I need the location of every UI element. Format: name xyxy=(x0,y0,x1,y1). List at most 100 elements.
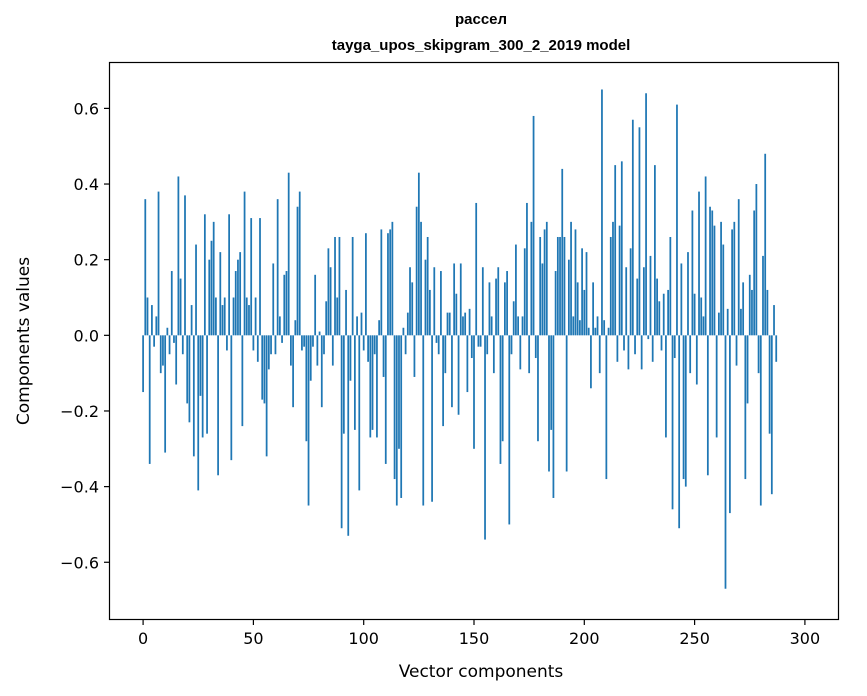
bar-237 xyxy=(665,335,667,438)
bar-61 xyxy=(276,199,279,336)
bar-183 xyxy=(545,221,548,336)
bar-266 xyxy=(729,335,731,514)
bar-50 xyxy=(252,335,255,351)
bar-11 xyxy=(166,327,169,336)
bar-4 xyxy=(151,305,153,336)
bar-236 xyxy=(662,293,665,336)
bar-134 xyxy=(437,335,440,355)
bar-17 xyxy=(179,278,182,336)
bar-108 xyxy=(380,229,383,336)
bar-113 xyxy=(391,221,394,336)
bar-163 xyxy=(501,335,504,442)
bar-253 xyxy=(700,297,703,336)
bar-209 xyxy=(603,320,606,336)
bar-54 xyxy=(261,335,264,400)
bar-208 xyxy=(601,89,603,336)
bar-186 xyxy=(552,335,555,498)
x-axis-label: Vector components xyxy=(399,662,564,682)
bar-154 xyxy=(481,267,484,336)
bar-119 xyxy=(404,335,407,355)
bar-218 xyxy=(623,335,625,351)
bar-264 xyxy=(724,335,727,589)
bar-285 xyxy=(770,335,773,495)
bar-252 xyxy=(698,191,700,336)
bar-6 xyxy=(155,316,158,336)
bar-117 xyxy=(400,335,403,498)
bar-1 xyxy=(144,199,147,336)
y-tick-label: 0.2 xyxy=(74,251,99,270)
bar-275 xyxy=(748,274,751,336)
bar-179 xyxy=(537,335,539,442)
bar-240 xyxy=(671,335,674,510)
bar-205 xyxy=(594,327,597,336)
bar-192 xyxy=(565,335,568,472)
bar-25 xyxy=(197,335,200,491)
bar-140 xyxy=(451,335,453,408)
bar-112 xyxy=(389,229,392,336)
bar-165 xyxy=(506,271,508,336)
bar-254 xyxy=(702,316,705,336)
bar-188 xyxy=(556,236,559,336)
bar-46 xyxy=(243,191,246,336)
bar-89 xyxy=(338,236,341,336)
bar-199 xyxy=(581,248,583,336)
bar-90 xyxy=(340,335,343,529)
bar-27 xyxy=(201,335,204,438)
bar-223 xyxy=(634,335,636,355)
bar-167 xyxy=(510,335,513,355)
bar-9 xyxy=(162,335,164,366)
bar-153 xyxy=(479,335,482,347)
bar-86 xyxy=(331,335,334,366)
bar-152 xyxy=(477,335,480,347)
bar-250 xyxy=(693,293,696,336)
bar-142 xyxy=(455,293,458,336)
bar-220 xyxy=(627,335,630,370)
bar-228 xyxy=(645,93,647,336)
bar-72 xyxy=(301,335,303,351)
bar-75 xyxy=(307,335,310,506)
bar-187 xyxy=(554,271,557,336)
bar-145 xyxy=(462,316,464,336)
bar-255 xyxy=(704,176,707,336)
bar-286 xyxy=(773,305,775,336)
bar-207 xyxy=(598,335,601,374)
bar-198 xyxy=(579,320,581,336)
bar-36 xyxy=(221,305,224,336)
x-tick-label: 0 xyxy=(138,629,148,648)
bar-190 xyxy=(561,168,564,336)
bar-164 xyxy=(504,282,506,336)
bar-91 xyxy=(342,335,345,434)
y-tick-label: −0.2 xyxy=(60,402,99,421)
bar-74 xyxy=(305,335,308,442)
bar-213 xyxy=(612,221,614,336)
bar-7 xyxy=(157,191,160,336)
y-axis-label: Components values xyxy=(14,257,34,425)
bar-251 xyxy=(695,335,698,385)
bar-226 xyxy=(640,335,643,370)
bar-265 xyxy=(726,308,729,336)
bar-48 xyxy=(248,305,250,336)
bar-104 xyxy=(371,335,374,430)
bar-47 xyxy=(245,297,248,336)
bar-31 xyxy=(210,240,213,336)
bar-197 xyxy=(576,282,579,336)
bar-225 xyxy=(638,127,641,336)
bar-233 xyxy=(656,278,658,336)
bar-182 xyxy=(543,229,546,336)
bar-249 xyxy=(691,210,694,336)
bar-195 xyxy=(572,316,575,336)
bar-81 xyxy=(320,335,323,408)
bar-51 xyxy=(254,297,257,336)
bar-221 xyxy=(629,248,632,336)
bar-261 xyxy=(717,312,720,336)
bar-110 xyxy=(384,335,387,464)
bar-260 xyxy=(715,335,718,438)
bar-38 xyxy=(226,335,228,351)
bar-271 xyxy=(740,308,742,336)
bar-157 xyxy=(488,282,491,336)
chart-subtitle: tayga_upos_skipgram_300_2_2019 model xyxy=(332,37,631,54)
bar-103 xyxy=(369,335,372,438)
bar-121 xyxy=(409,267,411,336)
bar-41 xyxy=(232,297,235,336)
